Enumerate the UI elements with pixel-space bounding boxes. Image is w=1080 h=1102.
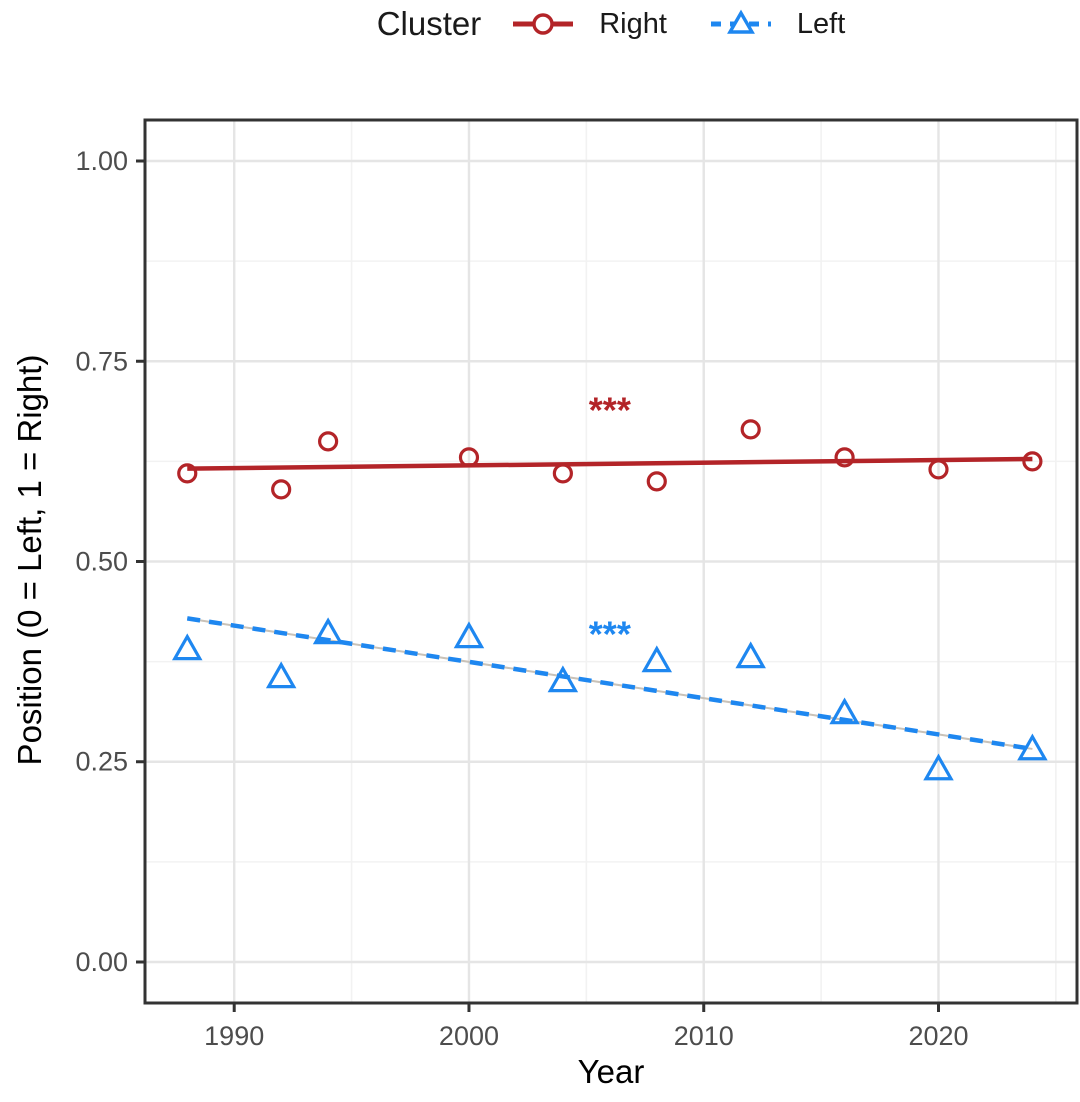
x-tick-label: 2000 <box>439 1021 499 1051</box>
data-point-right <box>458 447 480 468</box>
data-point-right <box>646 471 667 492</box>
data-point-left <box>923 753 954 781</box>
y-axis-title: Position (0 = Left, 1 = Right) <box>11 354 48 766</box>
y-tick-label: 0.50 <box>75 547 128 577</box>
data-point-right <box>928 459 949 480</box>
x-tick-label: 1990 <box>204 1021 264 1051</box>
y-tick-label: 0.25 <box>75 747 128 777</box>
data-point-right <box>271 479 292 500</box>
annotation-stars-right: *** <box>589 389 631 430</box>
data-point-left <box>641 645 673 673</box>
data-point-right <box>177 463 198 484</box>
legend-label-right: Right <box>599 7 667 40</box>
data-point-left <box>453 621 485 649</box>
data-point-left <box>312 617 344 645</box>
y-tick-label: 1.00 <box>75 146 128 176</box>
trend-line-right <box>187 456 1033 471</box>
data-point-right <box>552 463 573 484</box>
data-point-left <box>172 633 203 661</box>
left-series-key-icon <box>710 9 771 34</box>
data-point-left <box>829 697 860 725</box>
legend-item-right: Right <box>511 4 667 44</box>
data-point-right <box>834 447 855 468</box>
data-point-right <box>1022 451 1043 472</box>
legend-title: Cluster <box>376 5 482 42</box>
right-series-key-icon <box>513 13 574 35</box>
data-point-left <box>735 641 766 669</box>
data-point-right <box>740 419 761 440</box>
y-tick-label: 0.75 <box>75 346 128 376</box>
x-tick-label: 2010 <box>674 1021 734 1051</box>
legend-item-left: Left <box>709 4 845 44</box>
data-point-left <box>1017 733 1048 761</box>
trend-line-left <box>186 616 1033 752</box>
annotation-stars-left: *** <box>589 614 631 655</box>
x-axis-title: Year <box>577 1053 645 1090</box>
legend: Cluster Right Left <box>145 0 1077 48</box>
data-point-left <box>547 665 579 693</box>
data-point-left <box>265 661 297 689</box>
legend-label-left: Left <box>796 7 846 40</box>
x-tick-label: 2020 <box>908 1021 968 1051</box>
data-point-right <box>318 431 339 452</box>
y-tick-label: 0.00 <box>75 947 128 977</box>
